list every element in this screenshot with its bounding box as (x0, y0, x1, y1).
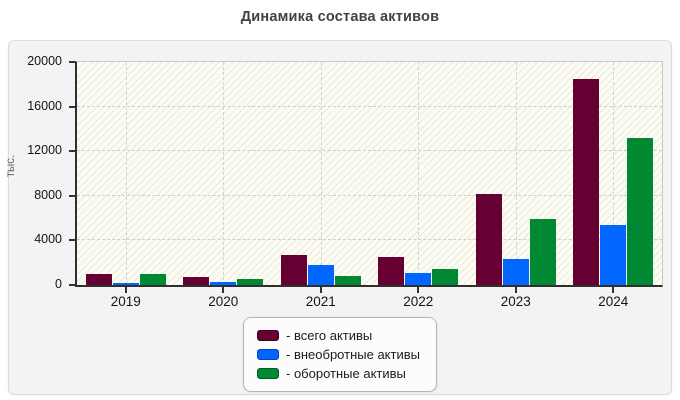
bar-noncurrent-2024 (600, 225, 627, 285)
bar-noncurrent-2020 (210, 282, 237, 285)
v-gridline-2019 (125, 62, 127, 285)
y-tick-mark-0 (69, 284, 75, 286)
bar-total-2020 (183, 276, 210, 285)
y-tick-label-0: 0 (55, 277, 62, 291)
legend-item-current: - оборотные активы (257, 364, 420, 383)
y-tick-mark-12000 (69, 150, 75, 153)
bar-total-2019 (85, 273, 112, 285)
bar-current-2020 (237, 278, 264, 285)
legend-label-noncurrent: - внеобротные активы (286, 347, 420, 362)
x-tick-label-2022: 2022 (403, 294, 434, 309)
bar-groups (77, 62, 662, 285)
x-tick-mark-2022 (417, 287, 420, 293)
v-gridline-2020 (223, 62, 225, 285)
x-tick-label-2021: 2021 (305, 294, 336, 309)
x-tick-label-2023: 2023 (500, 294, 531, 309)
y-tick-mark-16000 (69, 105, 75, 108)
legend: - всего активы - внеобротные активы - обор… (243, 317, 437, 392)
y-tick-label-8000: 8000 (34, 187, 62, 202)
bar-total-2022 (378, 257, 405, 285)
bar-group-2020 (175, 62, 273, 285)
legend-label-total: - всего активы (286, 328, 373, 343)
y-axis: 0 4000 8000 12000 16000 20000 (18, 54, 75, 291)
x-tick-mark-2019 (124, 287, 127, 293)
plot-area (75, 61, 663, 287)
legend-swatch-total (257, 330, 280, 341)
x-axis: 2019 2020 2021 2022 2023 2024 (77, 287, 662, 313)
bar-current-2023 (529, 219, 556, 285)
y-tick-mark-8000 (69, 194, 75, 197)
bar-noncurrent-2021 (307, 264, 334, 285)
x-tick-mark-2024 (612, 287, 615, 293)
bar-total-2021 (280, 254, 307, 285)
bar-noncurrent-2019 (112, 283, 139, 285)
legend-item-total: - всего активы (257, 326, 420, 345)
legend-swatch-current (257, 368, 280, 379)
y-tick-mark-20000 (69, 61, 75, 63)
v-gridline-2021 (320, 62, 322, 285)
h-gridline-4000 (77, 239, 662, 241)
bar-group-2023 (467, 62, 565, 285)
bar-group-2024 (565, 62, 663, 285)
bar-group-2022 (370, 62, 468, 285)
legend-item-noncurrent: - внеобротные активы (257, 345, 420, 364)
y-tick-mark-4000 (69, 239, 75, 242)
bar-group-2019 (77, 62, 175, 285)
legend-swatch-noncurrent (257, 349, 280, 360)
x-tick-label-2024: 2024 (598, 294, 629, 309)
v-gridline-2023 (515, 62, 517, 285)
h-gridline-12000 (77, 150, 662, 152)
x-tick-mark-2023 (514, 287, 517, 293)
bar-noncurrent-2023 (502, 259, 529, 285)
bar-current-2021 (334, 275, 361, 285)
h-gridline-8000 (77, 194, 662, 196)
x-tick-mark-2021 (319, 287, 322, 293)
v-gridline-2024 (613, 62, 615, 285)
bar-group-2021 (272, 62, 370, 285)
bar-total-2023 (475, 193, 502, 285)
bar-current-2022 (432, 268, 459, 285)
x-tick-mark-2020 (222, 287, 225, 293)
x-tick-label-2019: 2019 (110, 294, 141, 309)
v-gridline-2022 (418, 62, 420, 285)
bar-current-2019 (139, 274, 166, 285)
y-tick-label-16000: 16000 (27, 98, 62, 113)
x-tick-label-2020: 2020 (208, 294, 239, 309)
bar-current-2024 (627, 138, 654, 285)
y-tick-label-4000: 4000 (34, 232, 62, 247)
y-tick-label-20000: 20000 (27, 54, 62, 68)
y-tick-label-12000: 12000 (27, 143, 62, 158)
h-gridline-16000 (77, 105, 662, 107)
bar-noncurrent-2022 (405, 272, 432, 285)
legend-label-current: - оборотные активы (286, 366, 406, 381)
bar-total-2024 (573, 78, 600, 285)
chart-title: Динамика состава активов (240, 9, 440, 25)
